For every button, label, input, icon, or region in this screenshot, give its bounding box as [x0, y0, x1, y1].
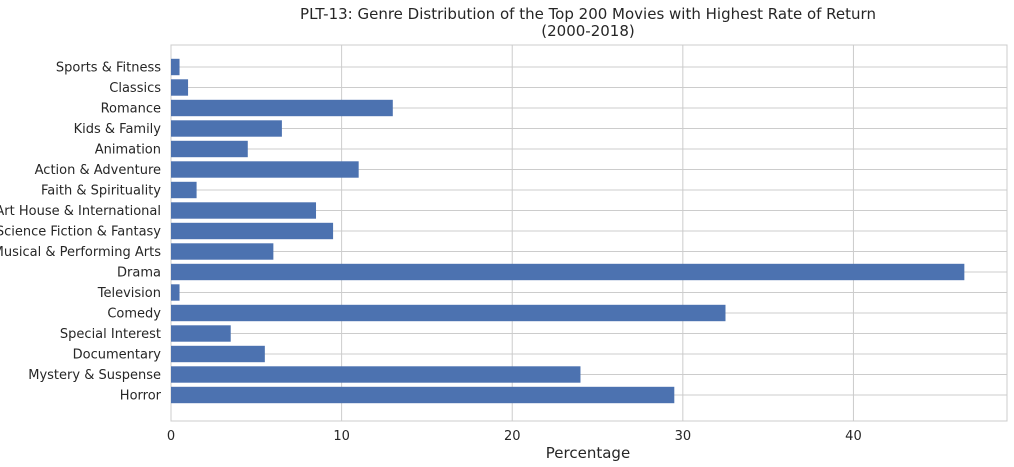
y-tick-label: Kids & Family [74, 122, 162, 137]
chart-title: PLT-13: Genre Distribution of the Top 20… [300, 5, 876, 23]
bar [171, 345, 265, 363]
x-axis-label: Percentage [546, 444, 630, 462]
bar [171, 58, 180, 76]
bar [171, 181, 197, 199]
bar [171, 161, 359, 178]
y-tick-label: Action & Adventure [35, 163, 161, 178]
bar [171, 263, 965, 281]
x-tick-label: 20 [504, 429, 521, 444]
y-tick-label: Classics [109, 81, 161, 96]
y-tick-label: Special Interest [60, 327, 161, 342]
y-tick-label: Art House & International [0, 204, 161, 219]
x-tick-label: 40 [845, 429, 862, 444]
bar [171, 79, 189, 96]
bar [171, 304, 726, 322]
x-tick-label: 30 [675, 429, 692, 444]
y-tick-label: Faith & Spirituality [41, 184, 161, 199]
x-tick-label: 10 [333, 429, 350, 444]
plot-area: 0 10 20 30 40 Sports & Fitness Classics Romance… [0, 44, 1008, 444]
y-tick-label: Musical & Performing Arts [0, 245, 161, 260]
y-tick-label: Mystery & Suspense [28, 368, 161, 383]
bar [171, 120, 282, 137]
bar [171, 140, 248, 158]
y-tick-label: Sports & Fitness [56, 61, 161, 76]
y-tick-label: Drama [117, 266, 161, 281]
y-tick-label: Animation [95, 143, 161, 158]
x-tick-label: 0 [167, 429, 175, 444]
y-tick-label: Horror [120, 389, 162, 404]
y-tick-label: Documentary [73, 348, 162, 363]
bar [171, 325, 231, 342]
y-tick-label: Science Fiction & Fantasy [0, 225, 161, 240]
bar [171, 243, 274, 260]
bar [171, 222, 334, 240]
bar [171, 284, 180, 301]
y-tick-label: Comedy [107, 307, 161, 322]
bar [171, 366, 581, 383]
y-tick-label: Television [97, 286, 161, 301]
chart-subtitle: (2000-2018) [541, 22, 634, 40]
bar [171, 99, 393, 117]
bar [171, 202, 317, 219]
bar [171, 386, 675, 404]
y-tick-label: Romance [101, 102, 161, 117]
